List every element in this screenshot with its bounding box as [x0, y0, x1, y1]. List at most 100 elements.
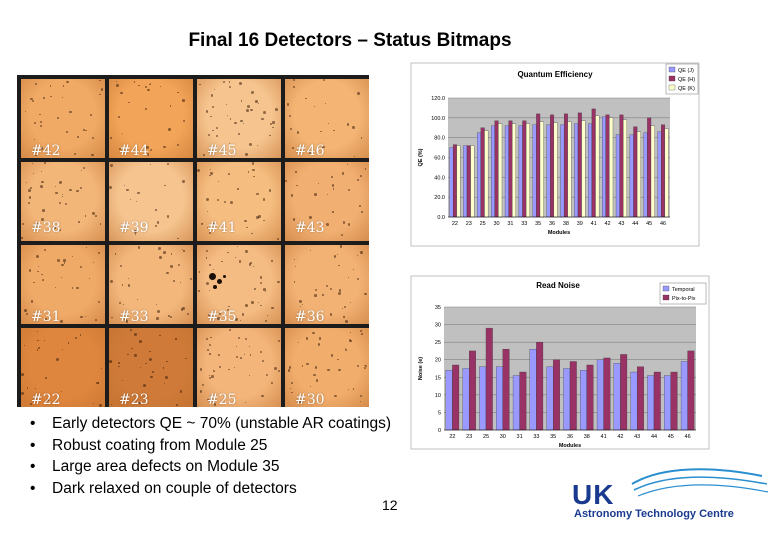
- bar: [496, 366, 503, 431]
- detector-bitmap-tile: #43: [285, 162, 369, 241]
- x-tick-label: 30: [494, 221, 500, 227]
- detector-label: #41: [207, 220, 237, 236]
- bar: [661, 124, 666, 218]
- bar: [629, 134, 634, 218]
- logo-swoosh-icon: [631, 468, 769, 497]
- y-tick-label: 5: [438, 410, 441, 416]
- bar: [596, 359, 604, 431]
- detector-bitmap-tile: #33: [109, 245, 193, 324]
- bar: [605, 114, 610, 218]
- x-tick-label: 38: [563, 221, 569, 227]
- bar: [633, 126, 638, 218]
- bar: [603, 357, 611, 431]
- bar: [687, 350, 695, 431]
- bar: [462, 368, 470, 431]
- x-tick-label: 36: [549, 221, 555, 227]
- detector-bitmap-tile: #45: [197, 79, 281, 158]
- legend: Temporal Pix-to-Pix: [659, 282, 707, 305]
- bar: [449, 147, 454, 218]
- y-tick-label: 120.0: [431, 96, 445, 102]
- bar: [536, 341, 544, 431]
- bar: [466, 145, 471, 218]
- bar: [452, 364, 460, 431]
- legend-entry: QE (K): [678, 86, 695, 92]
- legend-entry: Temporal: [672, 287, 695, 293]
- x-tick-label: 31: [507, 221, 513, 227]
- detector-label: #35: [207, 309, 237, 324]
- slide-title: Final 16 Detectors – Status Bitmaps: [188, 30, 512, 51]
- y-tick-label: 25: [435, 340, 441, 346]
- detector-label: #33: [119, 309, 149, 324]
- bar: [630, 371, 638, 431]
- bar: [664, 128, 669, 218]
- bar: [636, 131, 641, 218]
- detector-bitmap-tile: #35: [197, 245, 281, 324]
- detector-label: #22: [31, 392, 61, 407]
- detector-label: #31: [31, 309, 61, 324]
- chart-title: Quantum Efficiency: [517, 70, 593, 79]
- y-tick-label: 40.0: [434, 175, 445, 181]
- x-tick-label: 42: [617, 434, 623, 440]
- bar: [657, 131, 662, 218]
- bar: [480, 127, 485, 218]
- bullet-item: Early detectors QE ~ 70% (unstable AR co…: [30, 413, 391, 435]
- bar: [494, 120, 499, 218]
- detector-label: #43: [295, 220, 325, 236]
- y-tick-label: 80.0: [434, 136, 445, 142]
- bar: [484, 130, 489, 218]
- x-tick-label: 25: [483, 434, 489, 440]
- bar: [445, 370, 453, 431]
- x-tick-label: 44: [651, 434, 657, 440]
- bar: [563, 113, 568, 218]
- chart-title: Read Noise: [536, 281, 580, 290]
- bullet-item: Dark relaxed on couple of detectors: [30, 478, 391, 500]
- bar: [525, 123, 530, 218]
- bar: [477, 132, 482, 218]
- bar: [653, 371, 661, 431]
- y-axis-label: Noise (e): [418, 357, 424, 380]
- detector-bitmap-tile: #41: [197, 162, 281, 241]
- x-tick-label: 22: [449, 434, 455, 440]
- x-tick-label: 43: [618, 221, 624, 227]
- bar: [491, 125, 495, 218]
- bar: [512, 375, 520, 431]
- detector-label: #38: [31, 220, 61, 236]
- bar: [546, 124, 551, 218]
- legend-swatch: [668, 66, 676, 73]
- detector-bitmap-tile: #42: [21, 79, 105, 158]
- x-tick-label: 41: [591, 221, 597, 227]
- atc-logo: UK Astronomy Technology Centre: [562, 468, 772, 524]
- bar: [498, 123, 503, 218]
- detector-bitmap-tile: #30: [285, 328, 369, 407]
- x-tick-label: 30: [500, 434, 506, 440]
- bar: [680, 361, 688, 431]
- bar: [519, 371, 527, 431]
- bar: [577, 112, 582, 218]
- bar: [463, 145, 468, 218]
- x-tick-label: 33: [521, 221, 527, 227]
- legend-swatch: [662, 294, 670, 301]
- x-tick-label: 46: [660, 221, 666, 227]
- bar: [567, 121, 572, 218]
- bar: [518, 125, 523, 218]
- read-noise-chart: Read Noise 0 5 10 15 20 25 30 35 22 23 25 30 31 33 35 36…: [410, 275, 710, 450]
- bar: [623, 119, 627, 218]
- y-tick-label: 0: [438, 428, 441, 434]
- bar: [664, 375, 671, 431]
- detector-label: #36: [295, 309, 325, 324]
- detector-bitmap-tile: #39: [109, 162, 193, 241]
- bar: [650, 125, 655, 218]
- bar: [615, 134, 620, 218]
- y-tick-label: 0.0: [437, 215, 445, 221]
- bar: [550, 114, 555, 218]
- bar: [643, 132, 648, 218]
- x-tick-label: 33: [533, 434, 539, 440]
- detector-bitmap-tile: #38: [21, 162, 105, 241]
- bar: [539, 121, 544, 218]
- bar: [670, 371, 678, 431]
- x-tick-label: 23: [466, 221, 472, 227]
- bar: [574, 123, 579, 218]
- x-tick-label: 44: [632, 221, 638, 227]
- x-tick-label: 25: [480, 221, 486, 227]
- bar: [613, 363, 621, 431]
